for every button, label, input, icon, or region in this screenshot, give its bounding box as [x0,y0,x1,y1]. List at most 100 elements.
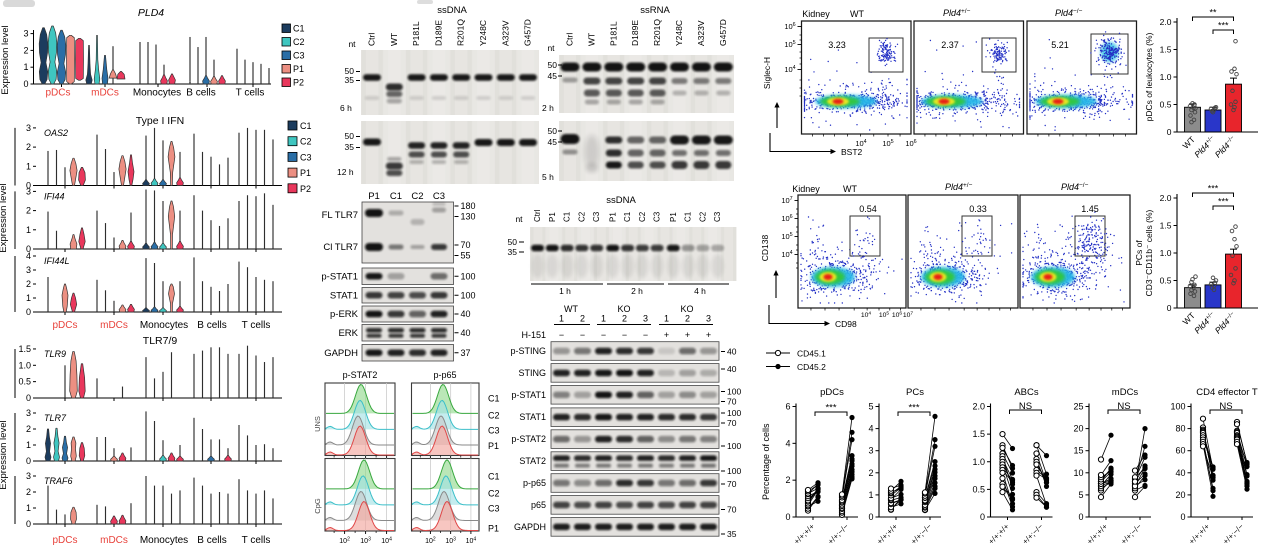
svg-text:Type I IFN: Type I IFN [136,115,184,127]
svg-text:C1: C1 [390,191,402,202]
svg-text:1.0: 1.0 [1160,72,1172,82]
svg-text:3.23: 3.23 [828,40,846,50]
svg-text:2: 2 [26,487,31,497]
svg-text:100: 100 [727,387,741,397]
svg-text:pDCs: pDCs [820,387,844,398]
svg-text:−: − [643,330,648,340]
svg-text:106: 106 [784,22,795,31]
svg-text:Ctrl: Ctrl [565,33,575,46]
svg-text:40: 40 [461,328,471,338]
svg-text:nt: nt [348,39,356,49]
svg-text:1: 1 [868,490,873,500]
svg-text:40: 40 [461,309,471,319]
svg-text:2 h: 2 h [542,103,554,113]
svg-text:0: 0 [868,512,873,522]
svg-text:Pld4−/−: Pld4−/− [1055,8,1083,18]
svg-text:C1: C1 [300,121,312,131]
svg-text:mDCs: mDCs [100,535,128,546]
svg-text:pDCs: pDCs [52,535,77,546]
svg-text:nt: nt [515,214,523,224]
svg-text:***: *** [1208,184,1219,194]
svg-text:15: 15 [1073,446,1083,456]
svg-text:WT: WT [850,9,864,19]
svg-text:0: 0 [1167,127,1172,137]
svg-text:BST2: BST2 [841,147,863,157]
svg-text:3: 3 [26,186,31,196]
svg-text:C1: C1 [684,211,693,222]
svg-text:WT: WT [389,33,399,46]
svg-text:80: 80 [1175,424,1185,434]
svg-text:A323V: A323V [500,20,510,46]
svg-text:Monocytes: Monocytes [133,88,181,99]
svg-text:104: 104 [781,250,792,259]
svg-text:C1: C1 [293,24,305,34]
svg-text:pDCs: pDCs [52,320,77,331]
svg-text:KO: KO [617,304,630,314]
svg-text:−: − [622,330,627,340]
svg-text:3: 3 [26,471,31,481]
svg-text:WT: WT [564,304,578,314]
svg-text:104: 104 [381,536,392,545]
svg-text:5.21: 5.21 [1051,40,1069,50]
svg-text:2.0: 2.0 [1160,193,1172,203]
svg-text:C2: C2 [411,191,423,202]
svg-text:Expression level: Expression level [0,420,9,489]
svg-text:B cells: B cells [197,535,226,546]
svg-text:pDCs of leukocytes (%): pDCs of leukocytes (%) [1144,32,1154,121]
svg-text:STING: STING [518,368,546,378]
svg-text:105: 105 [784,40,795,49]
svg-text:55: 55 [461,251,471,261]
svg-text:C3: C3 [488,504,500,514]
svg-text:104: 104 [855,139,866,148]
svg-text:G457D: G457D [718,19,728,46]
svg-text:Ctrl: Ctrl [533,209,542,222]
svg-text:NS: NS [1219,401,1232,412]
svg-text:p-STAT1: p-STAT1 [321,271,358,282]
svg-text:CD98: CD98 [835,319,857,329]
svg-text:+: + [706,330,711,340]
svg-text:25: 25 [1073,402,1083,412]
svg-text:P1: P1 [488,524,499,534]
svg-text:Pld4−/−: Pld4−/− [1061,182,1089,192]
svg-text:2: 2 [868,468,873,478]
svg-text:0: 0 [26,307,31,317]
svg-text:Monocytes: Monocytes [140,320,188,331]
svg-text:C3: C3 [653,211,662,222]
svg-text:106: 106 [905,139,916,148]
svg-text:4 h: 4 h [694,286,706,296]
svg-text:107: 107 [781,196,792,205]
svg-text:OAS2: OAS2 [44,128,68,138]
svg-text:100: 100 [727,441,741,451]
svg-text:C2: C2 [293,37,305,47]
svg-text:100: 100 [727,408,741,418]
svg-text:0.5: 0.5 [1160,100,1172,110]
svg-text:−: − [559,330,564,340]
svg-text:102: 102 [339,536,350,545]
svg-text:104: 104 [466,536,477,545]
svg-text:STAT2: STAT2 [519,456,546,466]
svg-text:2: 2 [622,314,627,324]
svg-text:H-151: H-151 [521,330,546,340]
svg-text:Cl TLR7: Cl TLR7 [323,242,358,253]
svg-text:2: 2 [26,279,31,289]
svg-text:40: 40 [1175,468,1185,478]
svg-text:P1: P1 [608,212,617,222]
svg-text:130: 130 [461,212,476,222]
svg-text:mDCs: mDCs [100,320,128,331]
svg-text:0: 0 [785,512,790,522]
svg-text:0: 0 [23,79,28,89]
svg-text:T cells: T cells [242,535,271,546]
svg-text:p-STAT2: p-STAT2 [511,434,546,444]
svg-text:STAT1: STAT1 [519,412,546,422]
svg-text:P2: P2 [300,184,311,194]
svg-text:0: 0 [1078,512,1083,522]
svg-text:0: 0 [26,456,31,466]
svg-text:1.5: 1.5 [1160,45,1172,55]
svg-text:ssDNA: ssDNA [606,195,636,206]
svg-text:Siglec-H: Siglec-H [762,57,772,89]
svg-text:C3: C3 [713,211,722,222]
svg-text:ssDNA: ssDNA [437,5,467,16]
svg-text:35: 35 [345,142,355,152]
svg-text:50: 50 [345,66,355,76]
svg-text:CpG: CpG [313,498,322,514]
